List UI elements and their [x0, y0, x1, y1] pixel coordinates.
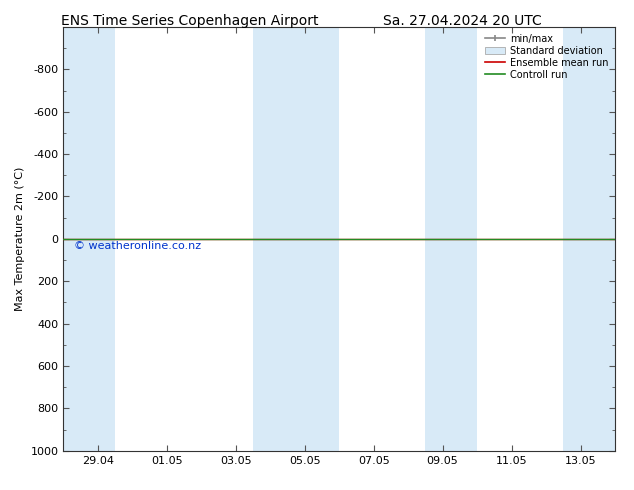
Bar: [63, 27, 115, 451]
Text: Sa. 27.04.2024 20 UTC: Sa. 27.04.2024 20 UTC: [384, 14, 542, 28]
Text: © weatheronline.co.nz: © weatheronline.co.nz: [74, 241, 202, 251]
Text: ENS Time Series Copenhagen Airport: ENS Time Series Copenhagen Airport: [61, 14, 319, 28]
Bar: [425, 27, 477, 451]
Bar: [253, 27, 339, 451]
Legend: min/max, Standard deviation, Ensemble mean run, Controll run: min/max, Standard deviation, Ensemble me…: [483, 32, 610, 81]
Y-axis label: Max Temperature 2m (°C): Max Temperature 2m (°C): [15, 167, 25, 311]
Bar: [563, 27, 615, 451]
